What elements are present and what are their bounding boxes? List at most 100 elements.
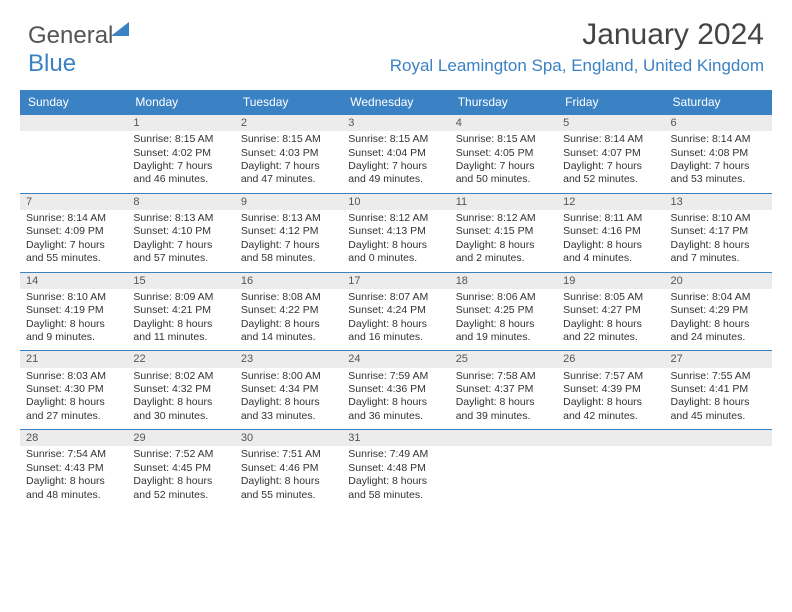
daylight-text: Daylight: 8 hours and 2 minutes.	[456, 239, 535, 264]
sunrise-text: Sunrise: 7:54 AM	[26, 448, 106, 460]
sunrise-text: Sunrise: 7:57 AM	[563, 370, 643, 382]
day-number-cell	[20, 115, 127, 132]
sunset-text: Sunset: 4:16 PM	[563, 225, 641, 237]
sunset-text: Sunset: 4:02 PM	[133, 147, 211, 159]
brand-logo: General Blue	[28, 22, 129, 78]
sunset-text: Sunset: 4:03 PM	[241, 147, 319, 159]
day-number-cell: 3	[342, 115, 449, 132]
daylight-text: Daylight: 7 hours and 47 minutes.	[241, 160, 320, 185]
sunrise-text: Sunrise: 8:10 AM	[671, 212, 751, 224]
weekday-header-row: SundayMondayTuesdayWednesdayThursdayFrid…	[20, 90, 772, 115]
daylight-text: Daylight: 7 hours and 53 minutes.	[671, 160, 750, 185]
day-number-cell: 23	[235, 351, 342, 368]
day-details-cell	[20, 131, 127, 193]
day-details-cell: Sunrise: 7:58 AMSunset: 4:37 PMDaylight:…	[450, 368, 557, 430]
sunrise-text: Sunrise: 8:15 AM	[241, 133, 321, 145]
day-number-cell: 13	[665, 193, 772, 210]
sunset-text: Sunset: 4:12 PM	[241, 225, 319, 237]
sunrise-text: Sunrise: 8:09 AM	[133, 291, 213, 303]
day-number-cell: 7	[20, 193, 127, 210]
daylight-text: Daylight: 8 hours and 39 minutes.	[456, 396, 535, 421]
sunset-text: Sunset: 4:21 PM	[133, 304, 211, 316]
daynum-row: 21222324252627	[20, 351, 772, 368]
sunset-text: Sunset: 4:39 PM	[563, 383, 641, 395]
sunrise-text: Sunrise: 7:58 AM	[456, 370, 536, 382]
day-details-cell: Sunrise: 7:49 AMSunset: 4:48 PMDaylight:…	[342, 446, 449, 508]
day-details-cell: Sunrise: 8:02 AMSunset: 4:32 PMDaylight:…	[127, 368, 234, 430]
sunset-text: Sunset: 4:09 PM	[26, 225, 104, 237]
sunrise-text: Sunrise: 8:14 AM	[26, 212, 106, 224]
daylight-text: Daylight: 7 hours and 50 minutes.	[456, 160, 535, 185]
brand-triangle-icon	[111, 22, 129, 36]
daylight-text: Daylight: 8 hours and 9 minutes.	[26, 318, 105, 343]
calendar-table: SundayMondayTuesdayWednesdayThursdayFrid…	[20, 90, 772, 508]
daylight-text: Daylight: 7 hours and 52 minutes.	[563, 160, 642, 185]
sunrise-text: Sunrise: 8:15 AM	[133, 133, 213, 145]
sunset-text: Sunset: 4:37 PM	[456, 383, 534, 395]
day-number-cell: 10	[342, 193, 449, 210]
day-details-cell: Sunrise: 8:14 AM Sunset: 4:08 PMDaylight:…	[665, 131, 772, 193]
day-details-cell: Sunrise: 8:15 AMSunset: 4:02 PMDaylight:…	[127, 131, 234, 193]
day-details-cell: Sunrise: 7:52 AMSunset: 4:45 PMDaylight:…	[127, 446, 234, 508]
daylight-text: Daylight: 8 hours and 0 minutes.	[348, 239, 427, 264]
weekday-header: Saturday	[665, 90, 772, 115]
sunset-text: Sunset: 4:05 PM	[456, 147, 534, 159]
day-number-cell: 9	[235, 193, 342, 210]
daylight-text: Daylight: 8 hours and 27 minutes.	[26, 396, 105, 421]
sunrise-text: Sunrise: 7:55 AM	[671, 370, 751, 382]
daylight-text: Daylight: 8 hours and 19 minutes.	[456, 318, 535, 343]
sunset-text: Sunset: 4:08 PM	[671, 147, 749, 159]
day-number-cell: 2	[235, 115, 342, 132]
day-details-cell: Sunrise: 8:08 AMSunset: 4:22 PMDaylight:…	[235, 289, 342, 351]
daylight-text: Daylight: 8 hours and 55 minutes.	[241, 475, 320, 500]
sunset-text: Sunset: 4:24 PM	[348, 304, 426, 316]
day-details-cell: Sunrise: 8:03 AMSunset: 4:30 PMDaylight:…	[20, 368, 127, 430]
daylight-text: Daylight: 7 hours and 49 minutes.	[348, 160, 427, 185]
sunset-text: Sunset: 4:15 PM	[456, 225, 534, 237]
sunrise-text: Sunrise: 8:14 AM	[671, 133, 751, 145]
day-details-cell: Sunrise: 8:06 AMSunset: 4:25 PMDaylight:…	[450, 289, 557, 351]
sunrise-text: Sunrise: 8:15 AM	[348, 133, 428, 145]
day-details-cell: Sunrise: 7:54 AMSunset: 4:43 PMDaylight:…	[20, 446, 127, 508]
day-number-cell	[557, 430, 664, 447]
sunrise-text: Sunrise: 8:07 AM	[348, 291, 428, 303]
day-details-cell: Sunrise: 7:57 AMSunset: 4:39 PMDaylight:…	[557, 368, 664, 430]
day-details-cell: Sunrise: 8:10 AMSunset: 4:17 PMDaylight:…	[665, 210, 772, 272]
day-details-cell	[557, 446, 664, 508]
day-details-cell: Sunrise: 8:15 AM Sunset: 4:03 PMDaylight:…	[235, 131, 342, 193]
day-details-cell: Sunrise: 8:07 AMSunset: 4:24 PM Daylight:…	[342, 289, 449, 351]
location-subtitle: Royal Leamington Spa, England, United Ki…	[28, 56, 764, 76]
sunrise-text: Sunrise: 7:49 AM	[348, 448, 428, 460]
sunset-text: Sunset: 4:27 PM	[563, 304, 641, 316]
day-number-cell	[450, 430, 557, 447]
daylight-text: Daylight: 8 hours and 24 minutes.	[671, 318, 750, 343]
day-number-cell: 16	[235, 272, 342, 289]
sunset-text: Sunset: 4:25 PM	[456, 304, 534, 316]
sunrise-text: Sunrise: 8:14 AM	[563, 133, 643, 145]
day-number-cell: 25	[450, 351, 557, 368]
weekday-header: Sunday	[20, 90, 127, 115]
day-number-cell	[665, 430, 772, 447]
day-details-cell: Sunrise: 7:59 AMSunset: 4:36 PMDaylight:…	[342, 368, 449, 430]
sunrise-text: Sunrise: 8:08 AM	[241, 291, 321, 303]
sunset-text: Sunset: 4:17 PM	[671, 225, 749, 237]
day-details-cell: Sunrise: 8:13 AMSunset: 4:12 PMDaylight:…	[235, 210, 342, 272]
daynum-row: 123456	[20, 115, 772, 132]
brand-part1: General	[28, 22, 113, 49]
month-title: January 2024	[28, 18, 764, 52]
day-number-cell: 1	[127, 115, 234, 132]
day-number-cell: 12	[557, 193, 664, 210]
sunset-text: Sunset: 4:41 PM	[671, 383, 749, 395]
sunset-text: Sunset: 4:45 PM	[133, 462, 211, 474]
sunset-text: Sunset: 4:22 PM	[241, 304, 319, 316]
day-number-cell: 6	[665, 115, 772, 132]
sunrise-text: Sunrise: 8:10 AM	[26, 291, 106, 303]
day-details-cell: Sunrise: 8:00 AMSunset: 4:34 PMDaylight:…	[235, 368, 342, 430]
sunset-text: Sunset: 4:10 PM	[133, 225, 211, 237]
daylight-text: Daylight: 8 hours and 16 minutes.	[348, 318, 427, 343]
day-details-cell: Sunrise: 8:05 AMSunset: 4:27 PMDaylight:…	[557, 289, 664, 351]
sunrise-text: Sunrise: 8:12 AM	[456, 212, 536, 224]
daylight-text: Daylight: 8 hours and 45 minutes.	[671, 396, 750, 421]
day-number-cell: 20	[665, 272, 772, 289]
sunset-text: Sunset: 4:07 PM	[563, 147, 641, 159]
